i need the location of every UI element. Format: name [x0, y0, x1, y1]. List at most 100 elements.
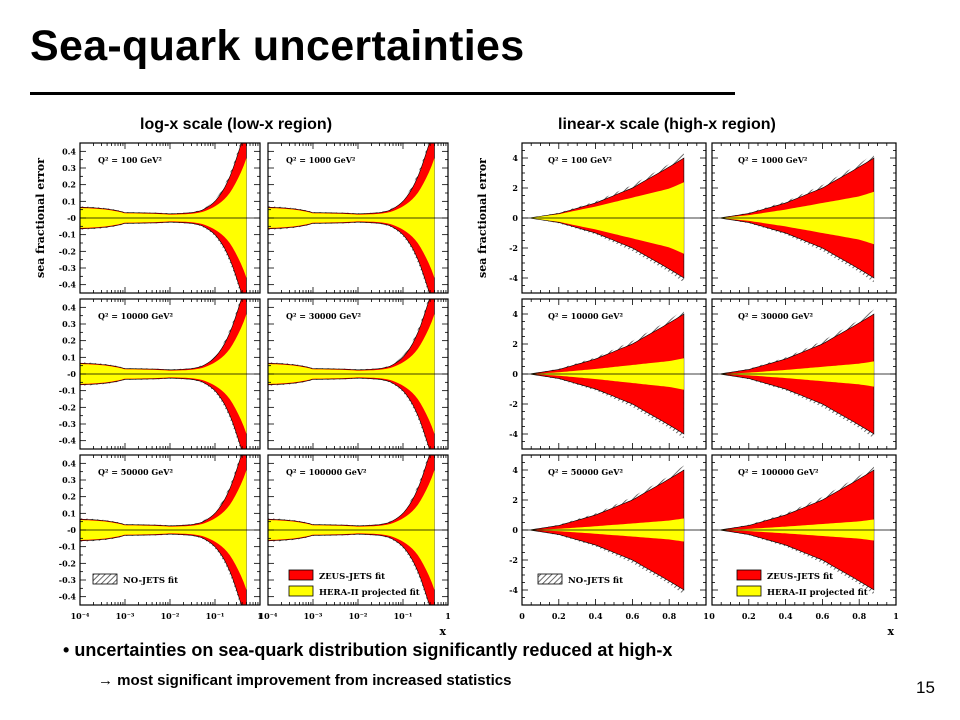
y-tick-label: 0.3 — [62, 319, 76, 329]
bullet-sub: → most significant improvement from incr… — [98, 672, 511, 689]
y-tick-label: -2 — [509, 243, 518, 253]
q2-label: Q² = 100 GeV² — [98, 155, 162, 165]
y-tick-label: 0 — [512, 213, 518, 223]
hera-ii-band-upper — [721, 361, 874, 374]
legend-hera-ii-label: HERA-II projected fit — [319, 588, 420, 598]
y-tick-label: -0 — [67, 525, 76, 535]
y-tick-label: -0.1 — [59, 386, 76, 396]
title-underline — [30, 92, 735, 95]
q2-label: Q² = 1000 GeV² — [738, 155, 808, 165]
y-tick-label: 2 — [512, 495, 518, 505]
zeus-jets-band-upper — [720, 469, 875, 531]
bullet-symbol: • — [63, 640, 70, 660]
y-tick-label: -0.1 — [59, 230, 76, 240]
y-tick-label: 0.4 — [62, 302, 76, 312]
hera-ii-band-lower — [268, 530, 435, 590]
hera-ii-band-upper — [268, 470, 435, 530]
y-tick-label: -4 — [509, 585, 518, 595]
y-tick-label: -0.4 — [59, 592, 77, 602]
y-tick-label: 0.2 — [62, 180, 76, 190]
hera-ii-band-upper — [268, 314, 435, 374]
hera-ii-band-lower — [268, 218, 435, 278]
q2-label: Q² = 30000 GeV² — [286, 311, 361, 321]
q2-label: Q² = 50000 GeV² — [98, 467, 173, 477]
bullet-main-text: uncertainties on sea-quark distribution … — [74, 640, 673, 660]
legend-no-jets-swatch — [92, 573, 118, 585]
hera-ii-band-upper — [531, 518, 684, 530]
x-tick-label: 10⁻² — [161, 611, 180, 621]
x-tick-label: 1 — [893, 611, 899, 621]
y-tick-label: -0.3 — [59, 575, 77, 585]
y-axis-label: sea fractional error — [476, 158, 489, 278]
hera-ii-band-upper — [721, 519, 874, 530]
y-tick-label: -2 — [509, 399, 518, 409]
x-tick-label: 1 — [703, 611, 709, 621]
y-tick-label: 2 — [512, 183, 518, 193]
zeus-jets-band-lower — [720, 373, 875, 435]
y-tick-label: -2 — [509, 555, 518, 565]
legend-hera-ii-label: HERA-II projected fit — [767, 588, 868, 598]
hera-ii-band-lower — [721, 530, 874, 541]
x-tick-label: 10⁻⁴ — [259, 611, 278, 621]
hera-ii-band-upper — [721, 191, 874, 218]
bullet-sub-text: most significant improvement from increa… — [117, 672, 512, 689]
y-tick-label: 0.4 — [62, 458, 76, 468]
y-tick-label: 0.1 — [62, 508, 76, 518]
y-tick-label: 4 — [512, 465, 518, 475]
left-section-label: log-x scale (low-x region) — [140, 116, 333, 133]
q2-label: Q² = 1000 GeV² — [286, 155, 356, 165]
chart-layer: 0.4 0.3 0.2 0.1 -0 -0.1 -0.2 -0.3 -0.4 Q² = 100 G… — [34, 142, 899, 638]
legend-zeus-jets-label: ZEUS-JETS fit — [319, 572, 385, 582]
q2-label: Q² = 30000 GeV² — [738, 311, 813, 321]
hera-ii-band-upper — [268, 158, 435, 218]
legend-zeus-jets-swatch — [736, 569, 762, 581]
q2-label: Q² = 10000 GeV² — [98, 311, 173, 321]
y-tick-label: -0.3 — [59, 263, 77, 273]
zeus-jets-band-lower — [720, 529, 875, 591]
legend-zeus-jets-label: ZEUS-JETS fit — [767, 572, 833, 582]
x-tick-label: 10⁻² — [349, 611, 368, 621]
y-tick-label: 0.2 — [62, 492, 76, 502]
y-tick-label: -0.1 — [59, 542, 76, 552]
hera-ii-band-upper — [531, 358, 684, 374]
y-tick-label: -0 — [67, 369, 76, 379]
x-tick-label: 0.4 — [589, 611, 603, 621]
y-tick-label: 4 — [512, 153, 518, 163]
y-tick-label: 0 — [512, 525, 518, 535]
hera-ii-band-upper — [80, 314, 247, 374]
zeus-jets-band-lower — [530, 529, 685, 591]
y-tick-label: -0.2 — [59, 558, 76, 568]
x-tick-label: 0.4 — [779, 611, 793, 621]
x-tick-label: 0.6 — [625, 611, 639, 621]
x-tick-label: 0.2 — [552, 611, 566, 621]
hera-ii-band-lower — [80, 218, 247, 278]
bullet-main: • uncertainties on sea-quark distributio… — [63, 640, 672, 661]
y-tick-label: 0 — [512, 369, 518, 379]
q2-label: Q² = 10000 GeV² — [548, 311, 623, 321]
x-tick-label: 0.6 — [815, 611, 829, 621]
x-tick-label: 10⁻¹ — [394, 611, 413, 621]
y-tick-label: 4 — [512, 309, 518, 319]
legend-hera-ii-swatch — [736, 585, 762, 597]
x-tick-label: 1 — [257, 611, 263, 621]
hera-ii-band-lower — [531, 530, 684, 542]
x-tick-label: 10⁻¹ — [206, 611, 225, 621]
q2-label: Q² = 100000 GeV² — [286, 467, 367, 477]
q2-label: Q² = 100000 GeV² — [738, 467, 819, 477]
x-tick-label: 0.8 — [662, 611, 676, 621]
zeus-jets-band-upper — [530, 469, 685, 531]
x-tick-label: 10⁻³ — [304, 611, 323, 621]
legend-no-jets-label: NO-JETS fit — [123, 576, 178, 586]
hera-ii-band-lower — [721, 218, 874, 245]
slide-title: Sea-quark uncertainties — [30, 22, 525, 70]
y-tick-label: 2 — [512, 339, 518, 349]
legend-no-jets-label: NO-JETS fit — [568, 576, 623, 586]
x-axis-label: x — [439, 625, 446, 638]
y-tick-label: 0.2 — [62, 336, 76, 346]
y-tick-label: -4 — [509, 429, 518, 439]
hera-ii-band-lower — [721, 374, 874, 387]
arrow-icon: → — [98, 672, 113, 689]
y-tick-label: -4 — [509, 273, 518, 283]
x-axis-label: x — [887, 625, 894, 638]
hera-ii-band-lower — [80, 530, 247, 590]
